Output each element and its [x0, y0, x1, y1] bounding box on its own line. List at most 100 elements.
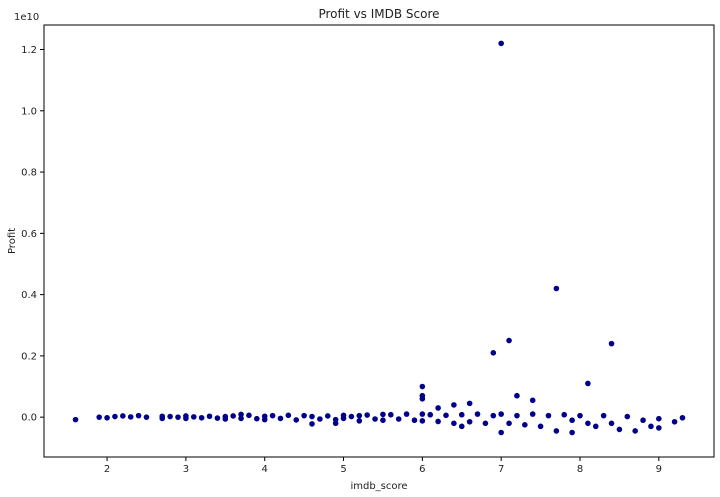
data-point — [309, 421, 315, 427]
data-point — [474, 411, 481, 417]
data-point — [96, 414, 102, 420]
y-axis-label: Profit — [7, 228, 18, 254]
points-layer — [72, 40, 686, 436]
data-point — [238, 415, 244, 422]
data-point — [624, 413, 631, 420]
y-tick-label: 0.2 — [21, 351, 37, 362]
data-point — [514, 412, 520, 419]
x-tick-label: 6 — [419, 464, 425, 475]
x-tick-label: 7 — [498, 464, 504, 475]
data-point — [608, 340, 615, 347]
data-point — [577, 412, 583, 419]
data-point — [120, 413, 126, 419]
data-point — [277, 415, 284, 422]
data-point — [498, 411, 504, 417]
data-point — [671, 418, 678, 425]
x-tick-label: 3 — [183, 464, 189, 475]
data-point — [498, 429, 504, 436]
data-point — [600, 412, 607, 419]
data-point — [656, 415, 662, 422]
data-point — [466, 418, 473, 425]
x-tick-label: 9 — [656, 464, 662, 475]
x-tick-label: 8 — [577, 464, 583, 475]
data-point — [458, 411, 465, 418]
data-point — [435, 418, 441, 425]
data-point — [522, 422, 528, 428]
data-point — [380, 411, 386, 418]
data-point — [364, 412, 370, 418]
data-point — [395, 416, 402, 422]
data-point — [230, 413, 236, 419]
data-point — [592, 423, 599, 430]
x-tick-label: 2 — [104, 464, 110, 475]
data-point — [348, 413, 355, 420]
data-point — [553, 285, 560, 292]
y-axis: 0.0 0.2 0.4 0.6 0.8 1.0 1.2 — [21, 45, 44, 424]
data-point — [261, 416, 268, 423]
data-point — [656, 425, 662, 431]
data-point — [254, 415, 260, 422]
data-point — [380, 417, 386, 424]
data-point — [498, 40, 504, 47]
data-point — [356, 418, 363, 424]
data-point — [561, 411, 568, 418]
data-point — [285, 412, 292, 419]
data-point — [632, 428, 638, 434]
data-point — [127, 414, 134, 420]
data-point — [206, 413, 213, 420]
data-point — [309, 413, 315, 420]
x-tick-label: 4 — [262, 464, 268, 475]
data-point — [427, 411, 434, 418]
data-point — [553, 428, 560, 434]
data-point — [482, 420, 489, 427]
data-point — [135, 412, 142, 419]
data-point — [214, 415, 221, 421]
data-point — [332, 420, 339, 427]
data-point — [506, 420, 512, 427]
data-point — [317, 416, 323, 422]
chart-title: Profit vs IMDB Score — [318, 7, 439, 21]
data-point — [466, 400, 473, 407]
data-point — [356, 412, 363, 419]
data-point — [269, 412, 276, 419]
data-point — [301, 412, 307, 419]
data-point — [72, 416, 79, 423]
data-point — [403, 411, 410, 417]
y-tick-label: 0.6 — [21, 229, 37, 240]
data-point — [112, 413, 118, 420]
data-point — [198, 414, 205, 421]
y-tick-label: 1.0 — [21, 106, 37, 117]
data-point — [435, 405, 441, 411]
y-offset-label: 1e10 — [14, 12, 39, 23]
data-point — [679, 414, 686, 421]
data-point — [451, 420, 457, 427]
data-point — [569, 429, 575, 436]
data-point — [167, 413, 173, 420]
data-point — [608, 420, 615, 427]
data-point — [537, 423, 544, 430]
x-tick-label: 5 — [340, 464, 346, 475]
data-point — [419, 383, 426, 390]
data-point — [175, 414, 181, 420]
data-point — [372, 416, 378, 422]
x-axis: 2 3 4 5 6 7 8 9 — [104, 457, 662, 475]
data-point — [190, 414, 197, 420]
data-point — [585, 420, 591, 427]
data-point — [616, 426, 623, 433]
data-point — [293, 417, 300, 423]
data-point — [529, 397, 536, 404]
data-point — [324, 413, 331, 419]
x-axis-label: imdb_score — [350, 481, 407, 492]
data-point — [419, 418, 426, 424]
data-point — [640, 417, 646, 424]
data-point — [238, 411, 244, 418]
data-point — [585, 380, 591, 387]
data-point — [490, 350, 497, 356]
data-point — [545, 412, 552, 419]
data-point — [419, 411, 426, 417]
data-point — [506, 337, 512, 344]
data-point — [458, 423, 465, 430]
data-point — [222, 416, 229, 422]
y-tick-label: 1.2 — [21, 45, 37, 56]
